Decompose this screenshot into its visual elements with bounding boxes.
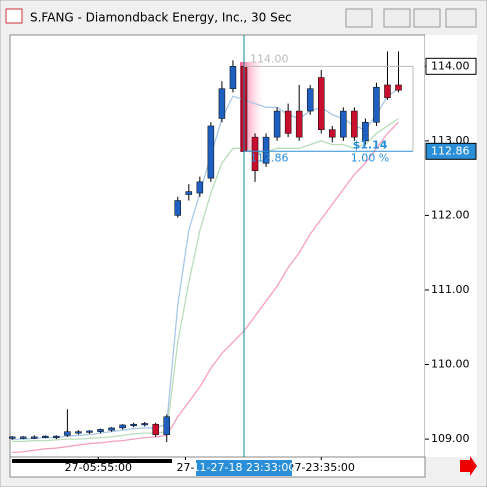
candle-body xyxy=(329,129,336,138)
crosshair-label-bg xyxy=(195,460,292,476)
candle-body xyxy=(251,136,259,171)
crosshair-label: 11-27-18 23:33:00 xyxy=(193,461,296,474)
x-tick-label: 27-23:35:00 xyxy=(288,461,355,474)
candle-body xyxy=(31,436,38,439)
candle-body xyxy=(318,77,325,130)
candle-body xyxy=(75,431,82,434)
measure-change: $1.14 xyxy=(353,138,388,151)
average-line xyxy=(12,117,399,442)
candle-body xyxy=(108,427,115,431)
candle-body xyxy=(384,84,391,98)
x-tick-label: 27- xyxy=(177,461,195,474)
average-line xyxy=(12,121,399,454)
candle-body xyxy=(284,110,292,134)
candle-body xyxy=(130,423,137,426)
candle-body xyxy=(207,125,215,179)
measure-end-label: 112.86 xyxy=(250,151,289,164)
candle-body xyxy=(295,110,303,138)
y-tick-label: 111.00 xyxy=(431,283,470,296)
candle-body xyxy=(53,435,60,438)
candle-body xyxy=(185,191,193,195)
y-axis-area xyxy=(425,35,477,457)
price-marker-label: 114.00 xyxy=(431,59,470,72)
measure-percent: 1.00 % xyxy=(351,151,389,164)
plot-area xyxy=(9,34,426,458)
scroll-arrow[interactable] xyxy=(460,456,477,476)
candle-body xyxy=(97,429,104,432)
candle-body xyxy=(86,430,93,433)
candle-body xyxy=(229,66,237,89)
x-tick-label: 27-05:55:00 xyxy=(65,461,132,474)
candle-body xyxy=(340,110,347,138)
candle-body xyxy=(395,84,402,91)
candle-body xyxy=(218,88,226,119)
candle-body xyxy=(351,110,358,138)
candle-body xyxy=(196,181,204,194)
window-title: S.FANG - Diamondback Energy, Inc., 30 Se… xyxy=(30,11,292,25)
maximize-button[interactable] xyxy=(413,8,441,28)
y-tick-label: 109.00 xyxy=(431,432,470,445)
candle-body xyxy=(273,110,281,138)
candle-body xyxy=(152,423,159,435)
candle-body xyxy=(19,436,27,439)
candle-body xyxy=(141,423,148,426)
candle-body xyxy=(42,435,49,438)
average-line xyxy=(12,88,399,440)
candle-body xyxy=(262,136,270,164)
y-tick-label: 112.00 xyxy=(431,208,470,221)
link-button[interactable] xyxy=(345,8,373,28)
candle-body xyxy=(373,86,380,123)
price-marker-label: 112.86 xyxy=(431,144,470,157)
measure-start-label: 114.00 xyxy=(250,52,289,65)
candle-body xyxy=(362,121,369,142)
close-button[interactable] xyxy=(445,8,477,28)
candle-body xyxy=(119,424,126,429)
price-marker xyxy=(425,142,477,160)
candle-body xyxy=(174,200,182,216)
app-icon xyxy=(5,8,23,24)
y-tick-label: 110.00 xyxy=(431,358,470,371)
candle-body xyxy=(163,416,170,435)
candle-body xyxy=(306,88,314,112)
candle-body xyxy=(64,431,71,436)
scrollbar[interactable] xyxy=(12,459,172,463)
minimize-button[interactable] xyxy=(383,8,411,28)
price-marker xyxy=(425,57,477,75)
candle-body xyxy=(8,436,16,439)
